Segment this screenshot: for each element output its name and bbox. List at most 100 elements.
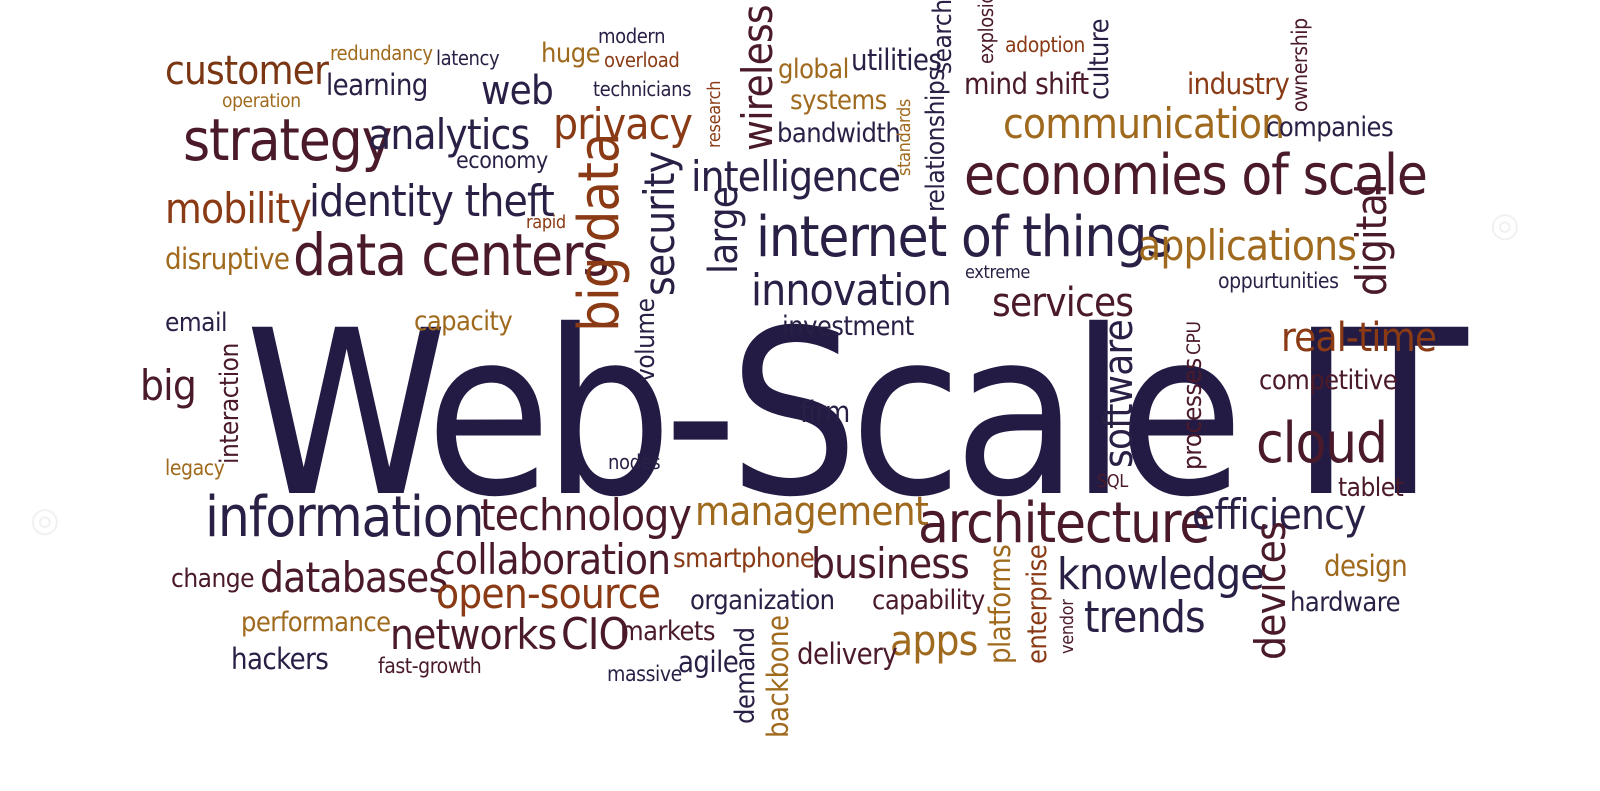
cloud-word: demand bbox=[730, 627, 761, 724]
cloud-word: research bbox=[704, 80, 725, 148]
watermark-logo-icon: ◎ bbox=[1490, 205, 1520, 245]
cloud-word: extreme bbox=[965, 262, 1031, 283]
headline-word: Web-Scale IT bbox=[245, 281, 1467, 547]
cloud-word: learning bbox=[326, 68, 428, 102]
cloud-word: vendor bbox=[1057, 599, 1078, 655]
cloud-word: culture bbox=[1084, 19, 1115, 100]
cloud-word: redundancy bbox=[330, 41, 433, 65]
cloud-word: intelligence bbox=[691, 152, 901, 201]
cloud-word: databases bbox=[260, 553, 448, 602]
cloud-word: huge bbox=[541, 38, 601, 69]
cloud-word: economies of scale bbox=[964, 143, 1428, 208]
cloud-word: technology bbox=[480, 490, 692, 541]
cloud-word: organization bbox=[690, 585, 835, 616]
cloud-word: identity theft bbox=[309, 176, 555, 227]
cloud-word: search bbox=[928, 0, 958, 74]
cloud-word: systems bbox=[790, 85, 887, 116]
cloud-word: delivery bbox=[797, 637, 898, 671]
cloud-word: capacity bbox=[414, 306, 513, 337]
cloud-word: investment bbox=[782, 311, 914, 342]
cloud-word: nodes bbox=[608, 450, 661, 474]
cloud-word: economy bbox=[456, 148, 548, 174]
cloud-word: smartphone bbox=[673, 543, 815, 574]
cloud-word: architecture bbox=[918, 491, 1210, 556]
cloud-word: web bbox=[481, 68, 554, 114]
cloud-word: fast-growth bbox=[378, 654, 482, 678]
cloud-word: communication bbox=[1003, 99, 1285, 148]
cloud-word: wireless bbox=[733, 5, 782, 151]
cloud-word: volume bbox=[631, 298, 661, 382]
cloud-word: analytics bbox=[368, 110, 530, 159]
cloud-word: business bbox=[811, 539, 970, 588]
cloud-word: knowledge bbox=[1057, 549, 1265, 600]
cloud-word: services bbox=[992, 280, 1134, 326]
cloud-word: hardware bbox=[1290, 587, 1401, 618]
cloud-word: collaboration bbox=[435, 535, 671, 584]
cloud-word: software bbox=[1096, 320, 1142, 468]
cloud-word: trends bbox=[1084, 592, 1206, 643]
cloud-word: latency bbox=[436, 46, 500, 70]
cloud-word: SQL bbox=[1097, 471, 1128, 492]
cloud-word: cloud bbox=[1256, 411, 1388, 476]
cloud-word: agile bbox=[678, 645, 739, 679]
cloud-word: mobility bbox=[165, 184, 312, 233]
cloud-word: CIO bbox=[561, 609, 630, 660]
cloud-word: strategy bbox=[183, 106, 393, 174]
cloud-word: utilities bbox=[851, 43, 942, 77]
cloud-word: efficiency bbox=[1192, 490, 1366, 539]
cloud-word: legacy bbox=[165, 456, 225, 480]
cloud-word: rapid bbox=[526, 212, 566, 233]
cloud-word: companies bbox=[1266, 112, 1394, 143]
cloud-word: standards bbox=[894, 99, 915, 176]
cloud-word: oppurtunities bbox=[1218, 269, 1339, 293]
watermark-logo-icon: ◎ bbox=[30, 500, 60, 540]
cloud-word: networks bbox=[390, 610, 557, 659]
cloud-word: big data bbox=[567, 133, 632, 333]
cloud-word: adoption bbox=[1005, 33, 1085, 57]
cloud-word: information bbox=[205, 485, 484, 550]
cloud-word: global bbox=[778, 54, 849, 85]
cloud-word: competitive bbox=[1259, 365, 1398, 396]
cloud-word: applications bbox=[1138, 221, 1357, 270]
cloud-word: privacy bbox=[553, 99, 693, 150]
cloud-word: real-time bbox=[1281, 315, 1437, 361]
cloud-word: digital bbox=[1347, 184, 1396, 296]
cloud-word: innovation bbox=[751, 265, 952, 316]
cloud-word: relationships bbox=[921, 69, 951, 212]
cloud-word: tablet bbox=[1338, 473, 1404, 503]
cloud-word: capability bbox=[872, 585, 985, 616]
cloud-word: security bbox=[635, 151, 684, 296]
cloud-word: disruptive bbox=[165, 242, 290, 276]
cloud-word: technicians bbox=[593, 77, 692, 101]
cloud-word: operation bbox=[222, 90, 301, 112]
cloud-word: big bbox=[140, 361, 197, 410]
cloud-word: devices bbox=[1246, 522, 1295, 660]
cloud-word: massive bbox=[607, 662, 682, 686]
cloud-word: customer bbox=[165, 48, 329, 94]
cloud-word: mind shift bbox=[964, 67, 1089, 101]
cloud-word: CPU bbox=[1183, 321, 1205, 355]
cloud-word: data centers bbox=[293, 221, 609, 289]
cloud-word: processes bbox=[1178, 358, 1208, 470]
cloud-word: markets bbox=[620, 616, 716, 647]
cloud-word: internet of things bbox=[756, 205, 1172, 270]
cloud-word: overload bbox=[604, 48, 680, 72]
cloud-word: large bbox=[701, 186, 747, 274]
cloud-word: ownership bbox=[1288, 18, 1312, 112]
cloud-word: design bbox=[1324, 549, 1408, 583]
cloud-word: industry bbox=[1187, 67, 1290, 101]
cloud-word: email bbox=[165, 308, 227, 338]
cloud-word: backbone bbox=[761, 615, 795, 739]
cloud-word: open-source bbox=[436, 569, 661, 618]
cloud-word: apps bbox=[890, 616, 978, 665]
cloud-word: interaction bbox=[215, 343, 245, 464]
cloud-word: change bbox=[171, 564, 255, 594]
cloud-word: platforms bbox=[983, 544, 1017, 664]
cloud-word: enterprise bbox=[1022, 544, 1053, 664]
cloud-word: explosion bbox=[974, 0, 998, 64]
cloud-word: firm bbox=[800, 395, 850, 429]
cloud-word: management bbox=[695, 489, 929, 535]
cloud-word: bandwidth bbox=[777, 118, 901, 149]
cloud-word: modern bbox=[598, 24, 666, 48]
